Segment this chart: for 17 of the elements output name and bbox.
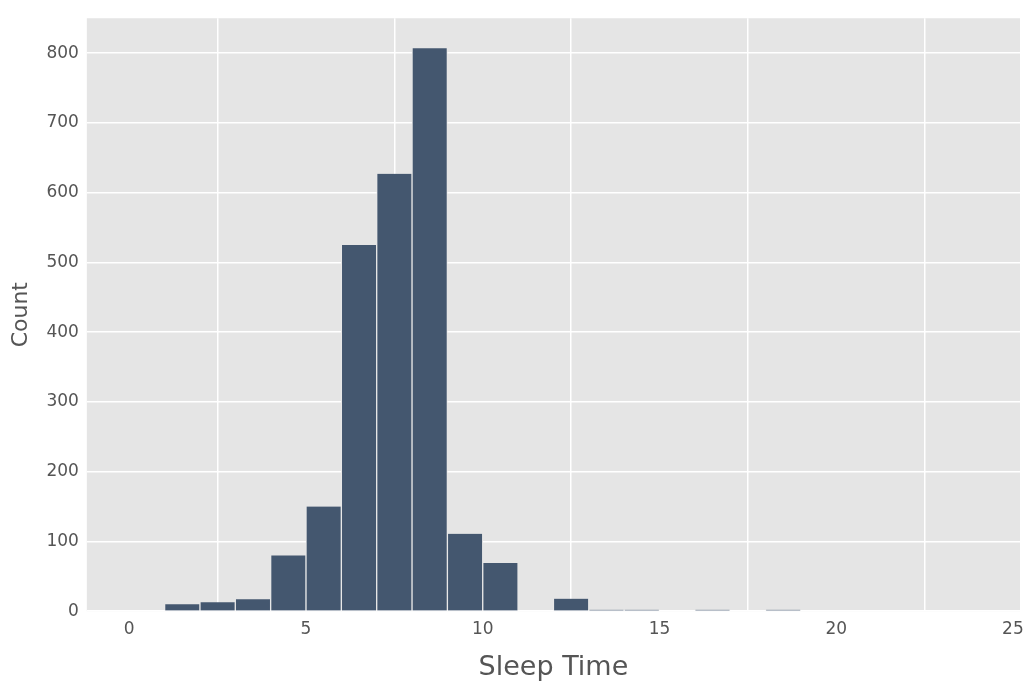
y-tick-label: 700 (46, 111, 79, 132)
x-tick-label: 15 (648, 617, 671, 638)
y-tick-label: 200 (46, 460, 79, 481)
y-tick-label: 800 (46, 41, 79, 62)
y-axis-title: Count (6, 281, 32, 348)
x-tick-label: 10 (471, 617, 494, 638)
y-tick-label: 0 (68, 599, 79, 620)
y-tick-label: 400 (46, 320, 79, 341)
x-tick-label: 25 (1002, 617, 1024, 638)
y-tick-label: 600 (46, 181, 79, 202)
x-tick-label: 0 (123, 617, 135, 638)
y-tick-label: 300 (46, 390, 79, 411)
x-tick-label: 20 (825, 617, 848, 638)
x-axis-title: Sleep Time (478, 649, 629, 681)
y-tick-label: 100 (46, 529, 79, 550)
x-tick-label: 5 (300, 617, 312, 638)
y-tick-label: 500 (46, 250, 79, 271)
